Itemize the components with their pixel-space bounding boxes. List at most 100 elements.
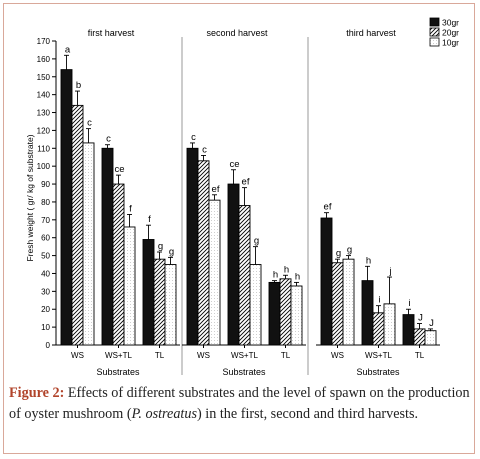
x-axis-label: Substrates <box>96 367 140 377</box>
significance-label: ef <box>324 202 332 213</box>
bar-20gr <box>112 183 125 346</box>
bar-30gr <box>142 239 155 346</box>
y-tick-label-50: 50 <box>41 252 50 261</box>
x-tick-label: WS+TL <box>365 351 392 360</box>
legend-swatch-30gr <box>429 17 440 27</box>
bar-20gr <box>413 328 426 346</box>
significance-label: i <box>408 298 410 309</box>
y-tick-label-30: 30 <box>41 287 50 296</box>
bar-20gr <box>197 160 210 346</box>
significance-label: ce <box>229 159 239 170</box>
bar-30gr <box>320 217 333 346</box>
legend-label-10gr: 10gr <box>442 38 459 48</box>
x-tick-label: WS <box>71 351 84 360</box>
significance-label: ef <box>212 184 220 195</box>
significance-label: c <box>191 132 196 143</box>
bar-10gr <box>82 142 95 346</box>
bar-30gr <box>402 314 415 346</box>
significance-label: a <box>65 44 71 55</box>
y-tick-label-20: 20 <box>41 305 50 314</box>
bar-30gr <box>60 69 73 346</box>
bar-30gr <box>361 280 374 346</box>
bar-chart: 0 10 20 30 40 50 60 70 80 90 100 110 120 130 140 150 160… <box>25 17 459 378</box>
x-tick-label: TL <box>415 351 425 360</box>
bar-30gr <box>268 281 281 346</box>
significance-label: h <box>284 264 289 275</box>
y-tick-label-170: 170 <box>37 37 51 46</box>
x-tick-label: TL <box>155 351 165 360</box>
bar-10gr <box>249 264 262 346</box>
bar-10gr <box>424 330 437 346</box>
legend-swatch-20gr <box>429 27 440 37</box>
significance-label: g <box>158 241 163 252</box>
y-tick-label-160: 160 <box>37 55 51 64</box>
panel-title: second harvest <box>206 28 268 38</box>
significance-label: c <box>202 144 207 155</box>
bar-20gr <box>238 205 251 346</box>
y-tick-label-110: 110 <box>37 144 50 153</box>
significance-label: h <box>366 255 371 266</box>
y-tick-label-130: 130 <box>37 109 51 118</box>
caption-label: Figure 2: <box>9 385 65 401</box>
x-axis-label: Substrates <box>356 367 400 377</box>
y-tick-label-0: 0 <box>46 341 51 350</box>
bar-30gr <box>186 147 199 346</box>
significance-label: h <box>273 270 278 281</box>
bar-10gr <box>123 226 136 346</box>
legend-label-20gr: 20gr <box>442 28 459 38</box>
bar-20gr <box>279 278 292 346</box>
x-tick-label: WS+TL <box>231 351 258 360</box>
x-tick-label: WS <box>331 351 344 360</box>
caption-species: P. ostreatus <box>131 406 197 422</box>
bar-10gr <box>383 303 396 346</box>
caption-text-end: ) in the first, second and third harvest… <box>197 406 419 422</box>
bar-20gr <box>372 312 385 346</box>
significance-label: f <box>129 203 132 214</box>
significance-label: ef <box>242 177 250 188</box>
bar-20gr <box>153 258 166 346</box>
y-tick-label-10: 10 <box>41 323 50 332</box>
significance-label: c <box>87 118 92 129</box>
bar-20gr <box>331 262 344 346</box>
x-axis-label: Substrates <box>222 367 266 377</box>
x-tick-label: TL <box>281 351 291 360</box>
y-tick-label-80: 80 <box>41 198 50 207</box>
significance-label: h <box>295 271 300 282</box>
significance-label: f <box>148 214 151 225</box>
significance-label: ce <box>114 164 124 175</box>
y-tick-label-140: 140 <box>37 91 51 100</box>
legend-swatch-10gr <box>429 37 440 47</box>
y-tick-label-100: 100 <box>37 162 51 171</box>
significance-label: g <box>336 248 341 259</box>
y-tick-label-120: 120 <box>37 126 51 135</box>
y-tick-label-60: 60 <box>41 234 50 243</box>
significance-label: g <box>254 236 259 247</box>
panel-title: first harvest <box>88 28 135 38</box>
significance-label: b <box>76 80 81 91</box>
figure-caption: Figure 2: Effects of different substrate… <box>9 383 471 425</box>
significance-label: j <box>388 266 391 277</box>
legend-label-30gr: 30gr <box>442 18 459 28</box>
y-tick-label-40: 40 <box>41 269 50 278</box>
y-tick-label-70: 70 <box>41 216 50 225</box>
panel-title: third harvest <box>346 28 396 38</box>
bar-10gr <box>164 264 177 346</box>
significance-label: J <box>429 318 434 329</box>
caption-text: Effects of different substrates and the … <box>9 385 470 422</box>
bar-10gr <box>342 258 355 346</box>
significance-label: g <box>347 245 352 256</box>
significance-label: J <box>418 313 423 324</box>
bar-30gr <box>227 183 240 346</box>
x-tick-label: WS+TL <box>105 351 132 360</box>
significance-label: c <box>106 134 111 145</box>
y-tick-label-150: 150 <box>37 73 51 82</box>
bar-10gr <box>208 199 221 346</box>
significance-label: g <box>169 246 174 257</box>
panel-1: first harvest WS a b c WS+TL c ce f TL f g g Substrat… <box>56 28 183 377</box>
y-tick-label-90: 90 <box>41 180 50 189</box>
bar-10gr <box>290 285 303 346</box>
significance-label: i <box>378 295 380 306</box>
x-tick-label: WS <box>197 351 210 360</box>
